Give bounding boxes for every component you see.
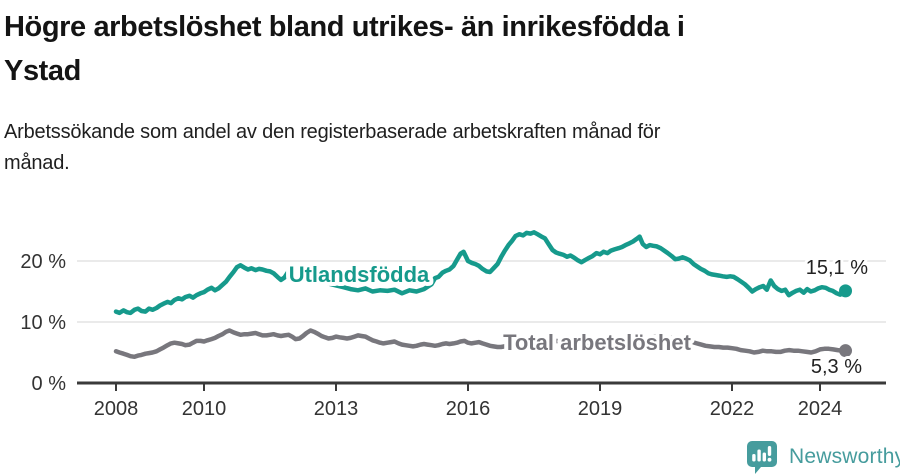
chart-title-line-2: Ystad xyxy=(4,55,81,87)
series-label-total-arbetsl-shet: Total arbetslöshet xyxy=(503,330,692,355)
newsworthy-wordmark: Newsworthy xyxy=(789,445,900,468)
x-axis-label-2010: 2010 xyxy=(182,398,227,420)
y-axis-label-0: 0 % xyxy=(32,373,67,395)
chart-title-line-1: Högre arbetslöshet bland utrikes- än inr… xyxy=(4,11,685,43)
x-axis-label-2024: 2024 xyxy=(798,398,843,420)
series-line-utlandsf-dda xyxy=(113,230,848,316)
exclamation-bar xyxy=(767,446,772,456)
end-dot-total-arbetsl-shet xyxy=(839,344,853,358)
x-axis-label-2019: 2019 xyxy=(578,398,623,420)
y-axis-label-10: 10 % xyxy=(20,312,66,334)
x-axis-label-2022: 2022 xyxy=(710,398,755,420)
series-line-total-arbetsl-shet xyxy=(113,328,848,360)
series-label-utlandsf-dda: Utlandsfödda xyxy=(289,262,430,287)
end-value-label-utlandsf-dda: 15,1 % xyxy=(806,257,868,279)
newsworthy-bubble-chart-icon xyxy=(747,441,777,474)
y-axis-label-20: 20 % xyxy=(20,251,66,273)
chart-title: Högre arbetslöshet bland utrikes- än inr… xyxy=(4,5,864,93)
x-axis-label-2016: 2016 xyxy=(446,398,491,420)
x-axis-label-2008: 2008 xyxy=(94,398,139,420)
mini-bar-chart-glyph xyxy=(752,446,772,462)
exclamation-dot xyxy=(767,457,772,462)
newsworthy-logo[interactable]: Newsworthy xyxy=(744,439,900,474)
speech-bubble-shape xyxy=(747,441,777,474)
chart-subtitle-line-2: månad. xyxy=(4,152,70,174)
chart-subtitle: Arbetssökande som andel av den registerb… xyxy=(4,117,864,179)
end-dot-utlandsf-dda xyxy=(839,284,853,298)
end-value-label-total-arbetsl-shet: 5,3 % xyxy=(811,356,862,378)
chart-subtitle-line-1: Arbetssökande som andel av den registerb… xyxy=(4,121,661,143)
x-axis-label-2013: 2013 xyxy=(314,398,359,420)
